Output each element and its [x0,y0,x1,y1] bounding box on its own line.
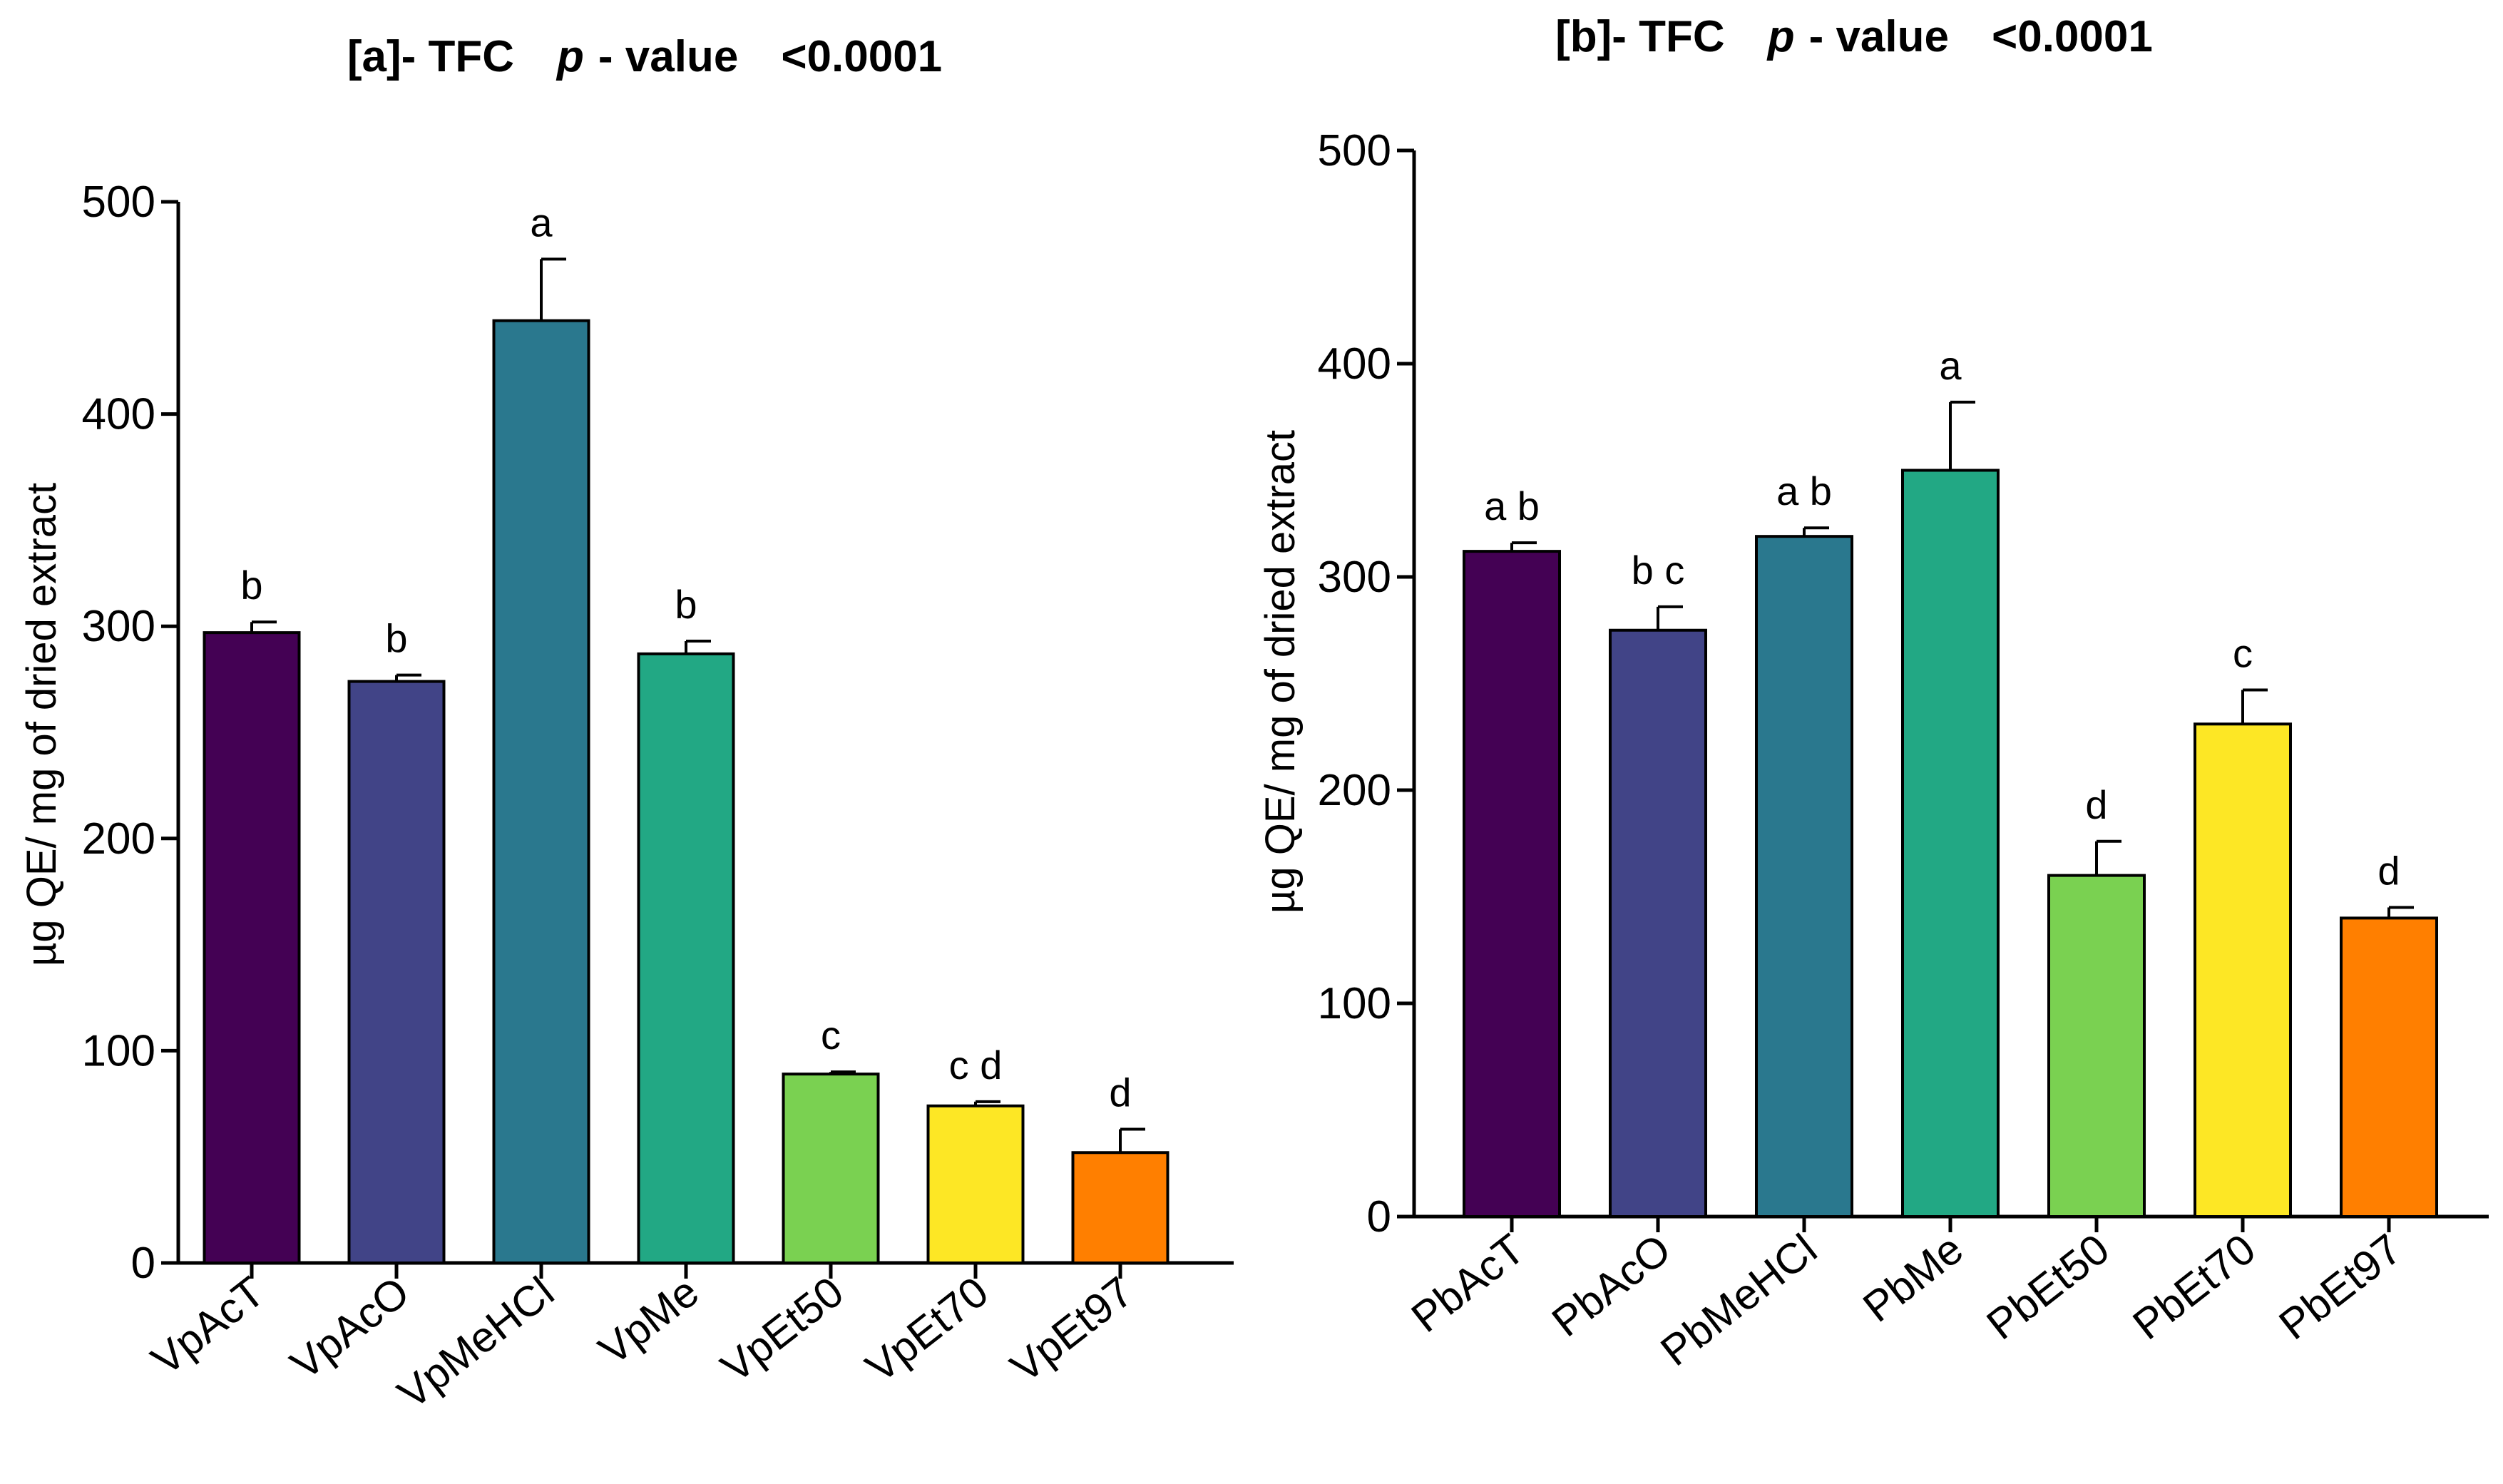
panel-b-bar-pbet70 [2194,722,2292,1218]
panel-a-significance-label: b [240,563,262,608]
panel-a-error-bar [250,620,277,633]
panel-a-error-bar [974,1100,1000,1106]
panel-a-category-label: VpEt50 [712,1267,852,1391]
panel-b-title: [b]- TFC p - value <0.0001 [1555,12,2153,61]
panel-b-error-bar [2241,688,2268,725]
panel-a-error-bar [540,257,566,321]
panel-a-significance-label: a [530,200,553,245]
panel-a-category-label: VpAcO [282,1267,418,1388]
panel-a-y-tick-label: 200 [82,814,155,864]
panel-b-y-tick-label: 500 [1318,126,1391,175]
panel-b-category-label: PbAcT [1403,1224,1533,1341]
panel-a-error-bar [829,1070,856,1075]
panel-b-bar-pbact [1463,550,1561,1218]
panel-a-bar-vpet50 [782,1073,880,1264]
panel-a-significance-label: b [675,582,697,627]
panel-b-category-label: PbEt97 [2271,1224,2410,1349]
panel-b-error-bar [1510,541,1537,552]
panel-a-significance-label: d [1109,1070,1131,1115]
panel-a-bar-vpme [637,652,735,1264]
panel-b-category-label: PbEt50 [1978,1224,2118,1349]
panel-b-category-label: PbAcO [1543,1224,1679,1346]
panel-b-error-bar [1803,526,1829,537]
panel-b-category-label: PbMe [1854,1224,1972,1331]
panel-a-category-label: VpEt97 [1002,1267,1142,1391]
panel-b-y-ticks: 0 100 200 300 400 500 [1318,126,1414,1242]
panel-b-y-tick-label: 400 [1318,339,1391,389]
panel-b-bar-pbmehcl [1755,535,1853,1218]
panel-b-error-bar [2095,839,2121,876]
panel-a-bar-vpaco [347,680,446,1264]
panel-a-y-tick-label: 100 [82,1026,155,1075]
panel-b-significance-label: a b [1484,483,1540,528]
panel-b-y-tick-label: 0 [1367,1192,1391,1242]
panel-b-significance-label: b c [1632,548,1685,593]
panel-a-category-label: VpEt70 [857,1267,997,1391]
panel-a-title: [a]- TFC p - value <0.0001 [347,32,942,81]
panel-b-significance-label: a b [1776,469,1832,513]
panel-b-bars: a b PbAcT b c PbAcO a b PbMeHCl a PbMe d PbEt50 c P… [1403,343,2438,1375]
panel-a-error-bar [395,673,421,682]
panel-b-y-tick-label: 300 [1318,553,1391,602]
panel-a-y-tick-label: 0 [131,1239,155,1288]
panel-a-bar-vpact [203,631,301,1264]
panel-b-bar-pbet97 [2340,916,2438,1219]
panel-a-category-label: VpMe [590,1267,707,1373]
panel-a-significance-label: c [821,1013,841,1058]
panel-a-bars: b VpAcT b VpAcO a VpMeHCl b VpMe c VpEt50 c d VpEt7… [143,200,1169,1418]
panel-a-error-bar [685,640,711,654]
panel-b-category-label: PbMeHCl [1652,1224,1826,1375]
panel-b-significance-label: c [2233,630,2253,675]
panel-a: [a]- TFC p - value <0.0001 µg QE/ mg of dri… [19,32,1234,1418]
panel-b-bar-pbaco [1609,628,1707,1218]
panel-a-bar-vpmehcl [492,319,590,1264]
panel-a-category-label: VpMeHCl [389,1267,563,1418]
panel-b-error-bar [1657,605,1683,630]
panel-a-y-axis-label: µg QE/ mg of dried extract [19,483,65,966]
panel-b-significance-label: d [2085,782,2107,827]
panel-b-bar-pbme [1901,469,2000,1218]
panel-a-y-tick-label: 400 [82,390,155,439]
panel-b-category-label: PbEt70 [2124,1224,2264,1349]
panel-a-error-bar [1119,1127,1145,1153]
panel-a-y-ticks: 0 100 200 300 400 500 [82,178,178,1288]
panel-b-error-bar [2387,906,2414,918]
panel-a-bar-vpet97 [1071,1151,1169,1265]
panel-a-significance-label: c d [949,1043,1003,1088]
panel-b-significance-label: a [1939,343,1962,388]
panel-b-error-bar [1949,400,1975,471]
panel-b: [b]- TFC p - value <0.0001 µg QE/ mg of dri… [1257,12,2489,1375]
panel-a-category-label: VpAcT [143,1267,273,1384]
panel-b-y-axis-label: µg QE/ mg of dried extract [1257,430,1304,914]
panel-a-y-tick-label: 500 [82,178,155,227]
panel-a-bar-vpet70 [926,1104,1025,1264]
panel-b-significance-label: d [2377,848,2400,893]
panel-a-significance-label: b [385,616,407,661]
panel-b-bar-pbet50 [2047,874,2146,1218]
panel-a-y-tick-label: 300 [82,602,155,651]
panel-b-y-tick-label: 100 [1318,979,1391,1028]
panel-b-y-tick-label: 200 [1318,766,1391,815]
